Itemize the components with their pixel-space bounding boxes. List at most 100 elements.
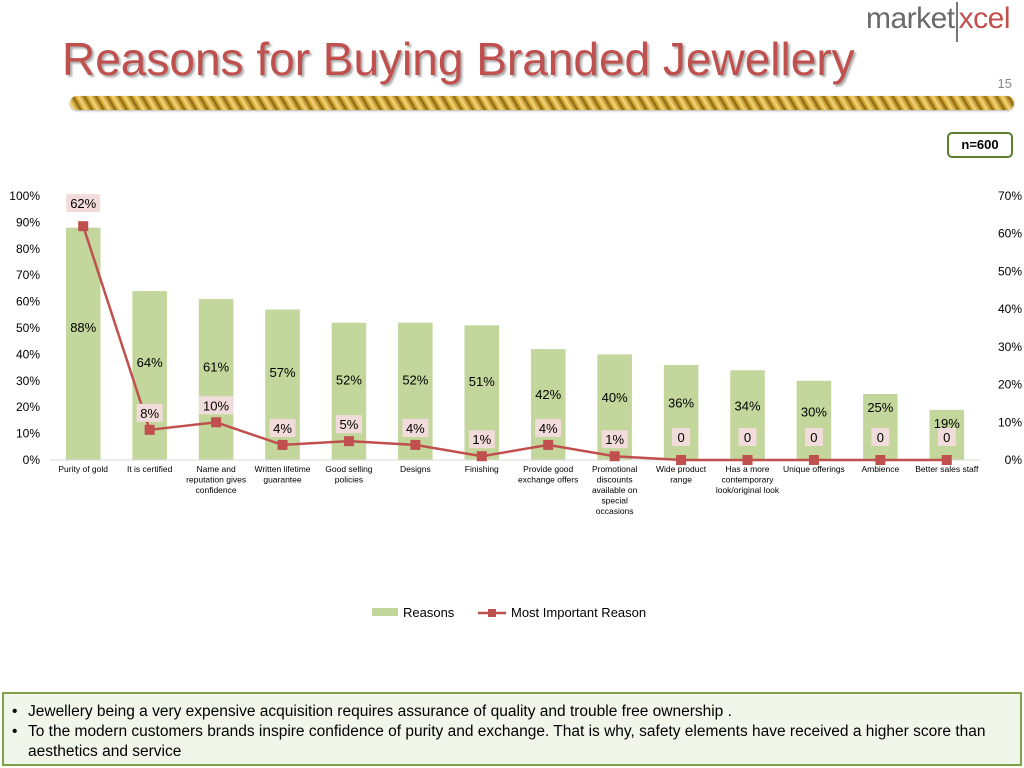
bar-value-label: 52%	[336, 372, 362, 387]
line-label-box	[535, 418, 562, 437]
category-label: guarantee	[263, 475, 302, 485]
bar-value-label: 51%	[469, 374, 495, 389]
line-label-box	[269, 418, 296, 437]
bar-value-label: 34%	[734, 399, 760, 414]
category-label: range	[670, 475, 692, 485]
left-axis-tick-label: 80%	[16, 242, 40, 256]
bar-reasons	[796, 380, 832, 460]
line-value-label: 4%	[406, 421, 425, 436]
line-marker	[211, 417, 222, 428]
right-axis-tick-label: 10%	[998, 415, 1022, 429]
line-value-label: 0	[744, 430, 751, 445]
line-value-label: 0	[677, 430, 684, 445]
category-label: look/original look	[716, 485, 780, 495]
line-label-box	[468, 430, 495, 449]
line-value-label: 1%	[605, 432, 624, 447]
right-axis-tick-label: 30%	[998, 340, 1022, 354]
category-label: special	[601, 496, 628, 506]
bar-value-label: 88%	[70, 320, 96, 335]
line-value-label: 5%	[340, 417, 359, 432]
line-label-box	[937, 428, 956, 446]
logo-text-right: xcel	[958, 2, 1011, 35]
line-label-box	[871, 428, 890, 446]
bar-value-label: 25%	[867, 400, 893, 415]
category-label: Purity of gold	[58, 464, 108, 474]
category-label: reputation gives	[186, 475, 246, 485]
bar-value-label: 30%	[801, 404, 827, 419]
logo-divider	[955, 2, 958, 42]
category-label: contemporary	[722, 475, 775, 485]
category-label: Unique offerings	[783, 464, 845, 474]
bar-value-label: 57%	[269, 365, 295, 380]
bar-value-label: 42%	[535, 387, 561, 402]
line-label-box	[601, 430, 628, 449]
category-label: Name and	[196, 464, 235, 474]
left-axis-tick-label: 20%	[16, 400, 40, 414]
line-marker	[543, 439, 554, 450]
category-label: Provide good	[523, 464, 573, 474]
legend-swatch-reasons	[372, 608, 398, 616]
category-label: Designs	[400, 464, 431, 474]
line-value-label: 1%	[472, 432, 491, 447]
line-value-label: 0	[943, 430, 950, 445]
line-marker	[875, 455, 886, 465]
bar-reasons	[730, 370, 765, 460]
line-label-box	[136, 403, 163, 422]
legend-marker-most-important	[488, 609, 496, 617]
left-axis-tick-label: 90%	[16, 215, 40, 229]
category-label: Written lifetime	[254, 464, 310, 474]
line-marker	[808, 455, 819, 465]
bar-value-label: 40%	[602, 390, 628, 405]
line-label-box	[738, 428, 757, 446]
slide-title: Reasons for Buying Branded Jewellery	[62, 33, 855, 85]
legend-label-reasons: Reasons	[403, 605, 455, 620]
line-label-box	[804, 428, 823, 446]
right-axis-tick-label: 50%	[998, 264, 1022, 278]
category-label: Has a more	[726, 464, 770, 474]
line-value-label: 10%	[203, 398, 229, 413]
category-label: Ambience	[861, 464, 899, 474]
line-marker	[277, 439, 288, 450]
bar-reasons	[398, 322, 433, 460]
bar-reasons	[863, 394, 898, 460]
left-axis-tick-label: 70%	[16, 268, 40, 282]
category-label: exchange offers	[518, 475, 578, 485]
category-label: discounts	[597, 475, 633, 485]
category-label: Good selling	[325, 464, 373, 474]
category-label: It is certified	[127, 464, 173, 474]
right-axis-tick-label: 70%	[998, 189, 1022, 203]
category-label: confidence	[196, 485, 237, 495]
page-number: 15	[997, 76, 1012, 91]
logo-text-left: market	[865, 2, 955, 35]
line-most-important	[82, 225, 947, 462]
bar-value-label: 36%	[668, 396, 694, 411]
reasons-chart: 0% 10% 20% 30% 40% 50% 60% 70% 80% 90% 100% 0% 10% 20…	[9, 189, 1022, 620]
line-value-label: 4%	[539, 421, 558, 436]
right-axis-tick-label: 60%	[998, 227, 1022, 241]
line-marker	[78, 221, 89, 232]
sample-size-badge: n=600	[947, 132, 1013, 158]
legend-label-most-important: Most Important Reason	[511, 605, 646, 620]
bar-value-label: 64%	[137, 355, 163, 370]
category-label: Finishing	[465, 464, 499, 474]
line-label-box	[672, 428, 691, 446]
line-marker	[144, 424, 155, 435]
left-axis-tick-label: 10%	[16, 427, 40, 441]
bar-value-label: 19%	[934, 416, 960, 431]
line-value-label: 0	[810, 430, 817, 445]
line-label-box	[199, 396, 234, 415]
line-value-label: 4%	[273, 421, 292, 436]
footer-bullet-1: Jewellery being a very expensive acquisi…	[10, 702, 1012, 722]
line-marker	[941, 455, 952, 465]
left-axis-tick-label: 100%	[9, 189, 40, 203]
line-marker	[609, 451, 620, 462]
left-axis-tick-label: 50%	[16, 321, 40, 335]
category-label: Promotional	[592, 464, 637, 474]
line-value-label: 8%	[140, 406, 159, 421]
line-marker	[676, 455, 687, 465]
left-axis-tick-label: 40%	[16, 347, 40, 361]
footer-bullet-2: To the modern customers brands inspire c…	[10, 722, 1012, 762]
bar-reasons	[198, 298, 234, 460]
category-label: policies	[335, 475, 363, 485]
gold-rope-divider	[70, 96, 1014, 110]
